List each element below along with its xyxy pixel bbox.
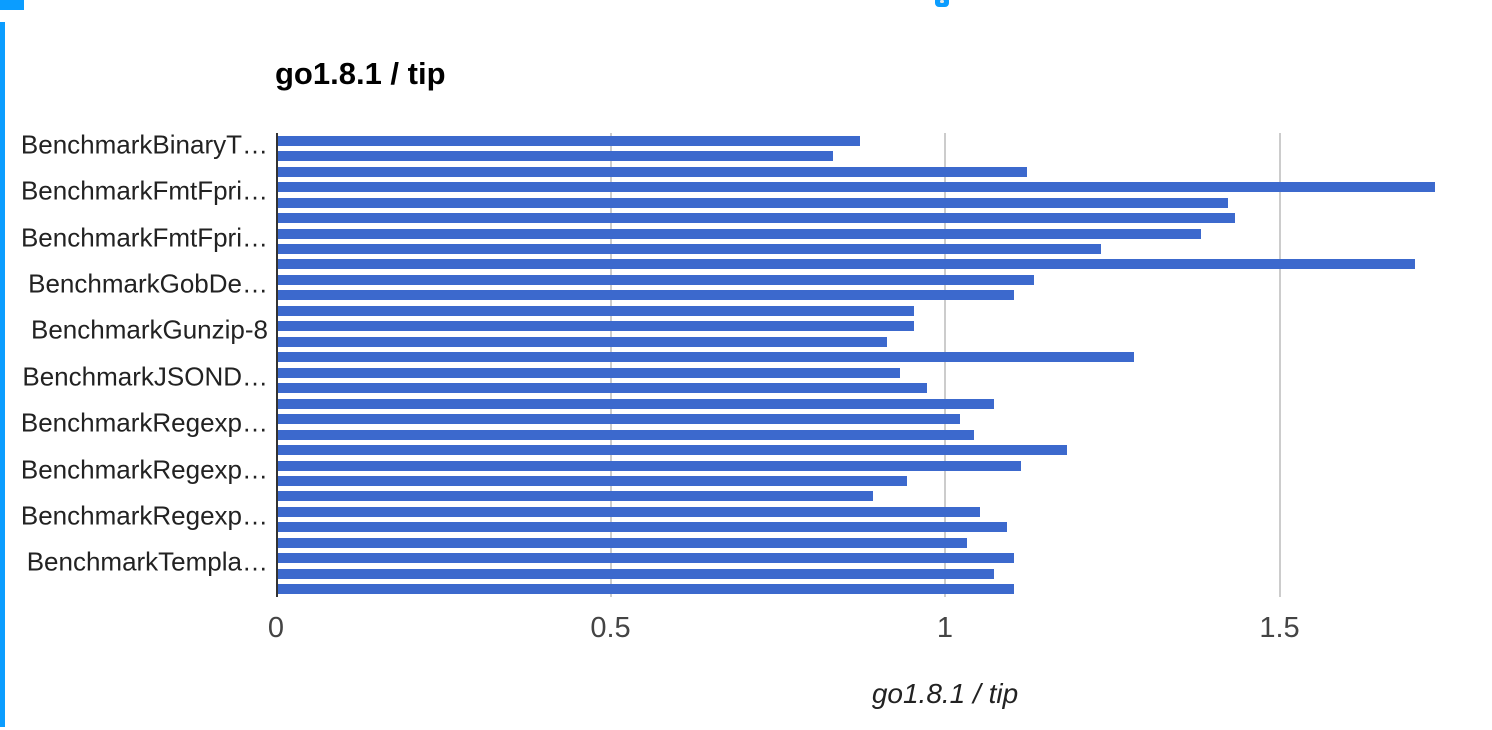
bar[interactable]: [278, 522, 1008, 533]
x-tick-label: 1.5: [1259, 612, 1300, 644]
plot-area: [276, 133, 1460, 597]
bar[interactable]: [278, 135, 861, 146]
category-label: BenchmarkGunzip-8: [31, 314, 268, 345]
category-label: BenchmarkRegexp…: [20, 454, 268, 485]
category-label: BenchmarkFmtFpri…: [20, 222, 268, 253]
y-axis-line: [276, 133, 278, 597]
bar[interactable]: [278, 244, 1101, 254]
bar[interactable]: [278, 321, 914, 332]
bar[interactable]: [278, 584, 1014, 595]
bar[interactable]: [278, 460, 1021, 471]
gridline-x-1: [944, 133, 946, 597]
bar[interactable]: [278, 166, 1028, 177]
bar[interactable]: [278, 506, 981, 517]
bar[interactable]: [278, 398, 994, 409]
bar[interactable]: [278, 259, 1416, 270]
category-label: BenchmarkGobDe…: [28, 268, 268, 299]
bar[interactable]: [278, 568, 994, 579]
bar[interactable]: [278, 553, 1014, 564]
bar[interactable]: [278, 383, 927, 394]
bar[interactable]: [278, 414, 961, 425]
category-label: BenchmarkJSOND…: [22, 361, 268, 392]
bar[interactable]: [278, 197, 1228, 208]
bar[interactable]: [278, 429, 974, 440]
category-label: BenchmarkRegexp…: [20, 500, 268, 531]
bar[interactable]: [278, 367, 901, 378]
bar[interactable]: [278, 352, 1135, 363]
chart-drag-handle-icon[interactable]: [935, 0, 949, 7]
bar[interactable]: [278, 228, 1202, 239]
bar[interactable]: [278, 336, 887, 347]
gridline-x-0.5: [609, 133, 612, 597]
handle-dot-icon: [940, 0, 944, 3]
bar[interactable]: [278, 274, 1034, 285]
chart-title: go1.8.1 / tip: [275, 56, 446, 91]
category-label: BenchmarkFmtFpri…: [20, 175, 268, 206]
bar[interactable]: [278, 290, 1014, 301]
bar[interactable]: [278, 491, 874, 502]
x-tick-label: 0.5: [590, 612, 631, 644]
bar[interactable]: [278, 213, 1235, 224]
bar[interactable]: [278, 305, 914, 316]
selection-corner-mark: [0, 0, 24, 10]
gridline-x-1.5: [1278, 133, 1281, 597]
x-axis-title: go1.8.1 / tip: [871, 678, 1019, 709]
bar[interactable]: [278, 182, 1436, 193]
x-tick-label: 1: [936, 612, 954, 644]
category-label: BenchmarkBinaryT…: [20, 129, 268, 160]
selection-left-border: [0, 22, 5, 727]
bar[interactable]: [278, 476, 907, 486]
x-tick-label: 0: [267, 612, 285, 644]
category-label: BenchmarkRegexp…: [20, 407, 268, 438]
category-label: BenchmarkTempla…: [26, 546, 268, 577]
bar[interactable]: [278, 537, 968, 548]
bar[interactable]: [278, 445, 1068, 456]
bar[interactable]: [278, 151, 834, 162]
